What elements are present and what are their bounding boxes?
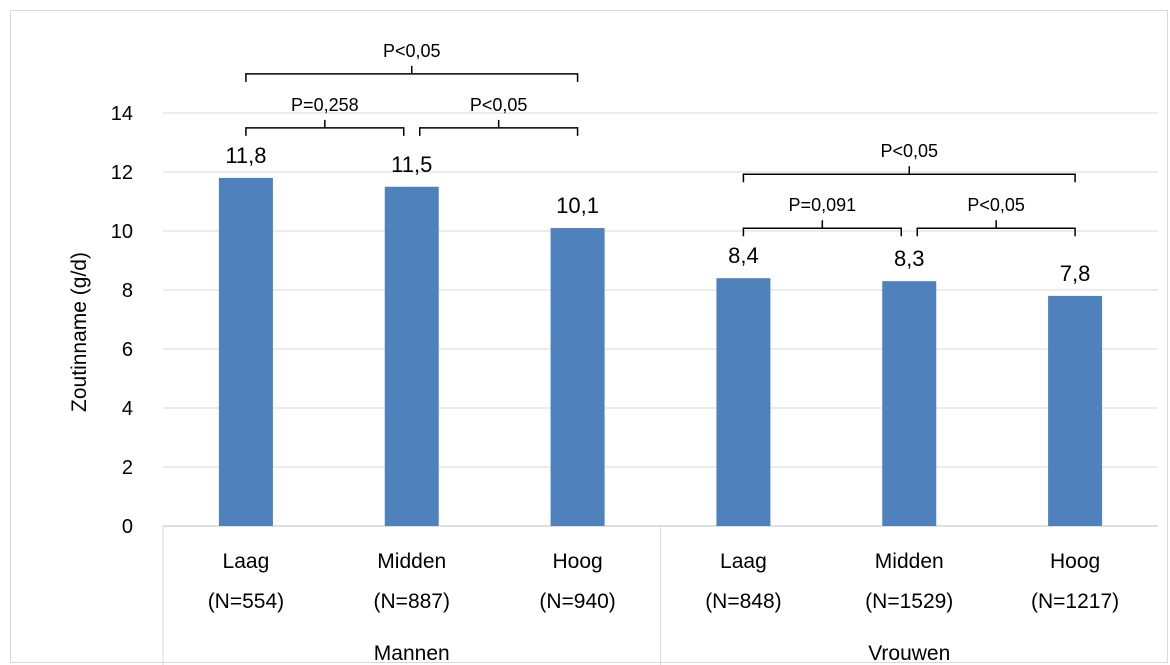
group-label: Mannen <box>374 642 450 665</box>
y-tick-label: 6 <box>122 339 133 361</box>
data-label: 8,3 <box>894 246 925 271</box>
x-tick-label: Laag <box>720 550 767 573</box>
p-value-label: P=0,091 <box>789 195 857 215</box>
significance-bracket <box>742 166 1076 183</box>
bars <box>218 177 1103 527</box>
x-tick-label: Midden <box>875 550 944 573</box>
p-value-label: P<0,05 <box>383 41 441 61</box>
significance-bracket <box>419 119 579 136</box>
bar <box>218 177 273 526</box>
x-axis-categories: Laag (N=554) Midden (N=887) Hoog (N=940) Manne… <box>208 550 1119 665</box>
y-tick-label: 12 <box>111 162 133 184</box>
x-tick-count: (N=1529) <box>865 590 953 613</box>
bar <box>384 186 439 526</box>
gridlines <box>163 112 1158 468</box>
y-tick-label: 4 <box>122 398 133 420</box>
x-tick-label: Hoog <box>1050 550 1100 573</box>
x-tick-label: Hoog <box>552 550 602 573</box>
p-value-label: P<0,05 <box>880 141 938 161</box>
y-tick-label: 10 <box>111 221 133 243</box>
data-label: 8,4 <box>728 243 759 268</box>
y-tick-label: 2 <box>122 457 133 479</box>
data-label: 11,8 <box>225 143 266 168</box>
data-label: 10,1 <box>556 193 599 218</box>
y-tick-label: 14 <box>111 103 133 125</box>
significance-bracket <box>245 65 579 82</box>
p-value-label: P<0,05 <box>470 95 528 115</box>
data-label: 11,5 <box>391 152 432 177</box>
data-label: 7,8 <box>1060 261 1091 286</box>
significance-bracket <box>742 220 902 237</box>
bar <box>550 228 605 527</box>
significance-bracket <box>916 220 1076 237</box>
group-label: Vrouwen <box>868 642 950 665</box>
x-tick-label: Midden <box>377 550 446 573</box>
x-tick-label: Laag <box>223 550 270 573</box>
p-value-label: P=0,258 <box>291 95 359 115</box>
bar <box>1048 295 1103 526</box>
x-tick-count: (N=554) <box>208 590 284 613</box>
bar <box>882 281 937 526</box>
x-tick-count: (N=848) <box>705 590 781 613</box>
value-labels: 11,8 11,5 10,1 8,4 8,3 7,8 <box>225 143 1090 286</box>
significance-brackets: P=0,258 P<0,05 P<0,05 P=0,091 P<0,05 P<0,05 <box>245 41 1076 237</box>
bar <box>716 278 771 526</box>
x-tick-count: (N=940) <box>539 590 615 613</box>
x-tick-count: (N=1217) <box>1031 590 1119 613</box>
p-value-label: P<0,05 <box>967 195 1025 215</box>
x-tick-count: (N=887) <box>374 590 450 613</box>
significance-bracket <box>245 119 405 136</box>
y-axis-title: Zoutinname (g/d) <box>68 252 91 412</box>
y-tick-label: 8 <box>122 280 133 302</box>
y-tick-label: 0 <box>122 516 133 538</box>
axes: 0 2 4 6 8 10 12 14 <box>111 103 1158 665</box>
